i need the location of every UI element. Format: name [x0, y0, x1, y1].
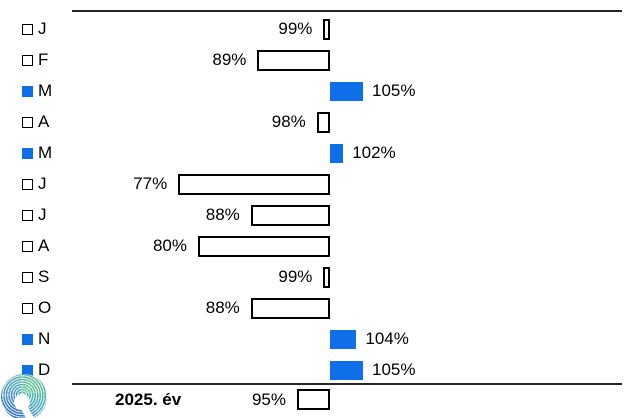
- white-square-marker-icon: [22, 240, 33, 252]
- category-label: S: [38, 267, 50, 286]
- white-square-marker-icon: [22, 302, 33, 314]
- bar: [257, 49, 330, 71]
- value-label: 88%: [205, 205, 240, 224]
- category-label: N: [38, 329, 51, 348]
- category-label: F: [38, 50, 49, 69]
- summary-year-label: 2025. év: [115, 390, 182, 409]
- swirl-logo-icon: [1, 374, 47, 418]
- white-square-marker-icon: [22, 23, 33, 35]
- category-label: J: [38, 205, 47, 224]
- chart-top-border: [72, 10, 622, 12]
- category-label: D: [38, 360, 51, 379]
- bar: [330, 143, 344, 163]
- value-label: 105%: [372, 81, 416, 100]
- category-label: J: [38, 19, 47, 38]
- value-label: 105%: [372, 360, 416, 379]
- blue-square-marker-icon: [22, 333, 33, 345]
- bar: [316, 111, 330, 133]
- value-label: 102%: [352, 143, 396, 162]
- bar: [330, 329, 357, 349]
- value-label: 98%: [271, 112, 306, 131]
- value-label: 80%: [152, 236, 187, 255]
- bar: [323, 18, 330, 40]
- blue-square-marker-icon: [22, 364, 33, 376]
- white-square-marker-icon: [22, 54, 33, 66]
- summary-bar: [297, 389, 330, 410]
- category-label: M: [38, 143, 53, 162]
- summary-value-label: 95%: [251, 390, 286, 409]
- blue-square-marker-icon: [22, 85, 33, 97]
- category-label: A: [38, 112, 50, 131]
- bar: [250, 204, 330, 226]
- value-label: 99%: [278, 267, 313, 286]
- bar: [330, 360, 363, 380]
- blue-square-marker-icon: [22, 147, 33, 159]
- summary-separator-line: [72, 383, 622, 385]
- category-label: A: [38, 236, 50, 255]
- bar: [178, 173, 330, 195]
- value-label: 89%: [212, 50, 247, 69]
- white-square-marker-icon: [22, 178, 33, 190]
- bar: [330, 81, 363, 101]
- category-label: J: [38, 174, 47, 193]
- white-square-marker-icon: [22, 209, 33, 221]
- bar: [250, 297, 330, 319]
- value-label: 99%: [278, 19, 313, 38]
- bar: [323, 266, 330, 288]
- white-square-marker-icon: [22, 271, 33, 283]
- value-label: 104%: [365, 329, 409, 348]
- category-label: O: [38, 298, 52, 317]
- value-label: 77%: [133, 174, 168, 193]
- bar: [198, 235, 330, 257]
- category-label: M: [38, 81, 53, 100]
- white-square-marker-icon: [22, 116, 33, 128]
- value-label: 88%: [205, 298, 240, 317]
